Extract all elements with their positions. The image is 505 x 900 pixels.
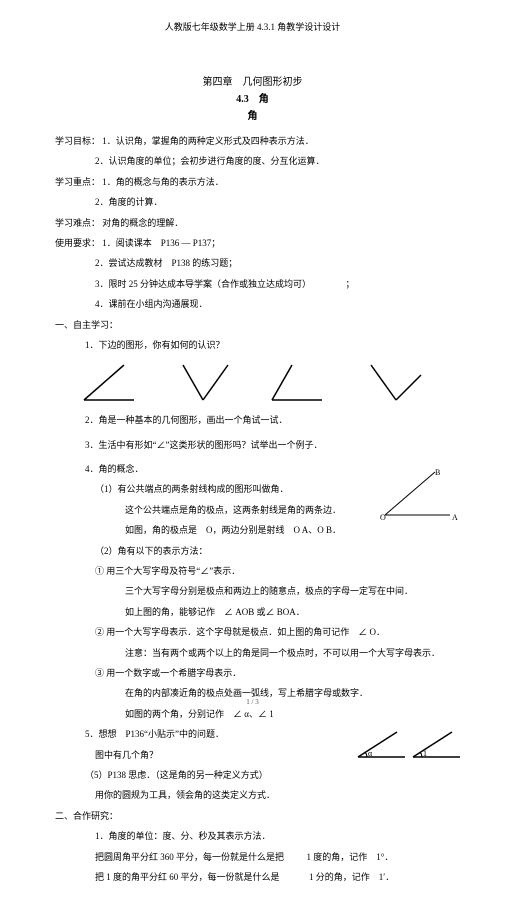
q4-1b: 如图，角的极点是 O，两边分别是射线 O A、O B．	[125, 523, 450, 537]
part2-title: 二、合作研究：	[55, 809, 450, 823]
goal-1: 1．认识角，掌握角的两种定义形式及四种表示方法．	[102, 136, 314, 146]
req-3b: ；	[346, 279, 355, 289]
goals-label: 学习目标：	[55, 136, 100, 146]
req-2: 2．尝试达成教材 P138 的练习题；	[95, 256, 450, 270]
angle-figure-1	[79, 360, 144, 405]
q2-1b: 把 1 度的角平分红 60 平分，每一份就是什么是	[95, 872, 280, 882]
q2-1: 1．角度的单位：度、分、秒及其表示方法．	[95, 829, 450, 843]
q4-2b: 三个大写字母分别是极点和两边上的随意点，极点的字母一定写在中间．	[125, 584, 450, 598]
label-1: 1	[423, 749, 427, 758]
q2-1b-row: 把 1 度的角平分红 60 平分，每一份就是什么是 1 分的角，记作 1′．	[95, 870, 450, 884]
q4-2a: ① 用三个大写字母及符号“∠”表示．	[95, 564, 450, 578]
keypoints-label: 学习重点：	[55, 177, 100, 187]
req-3a: 3．限时 25 分钟达成本导学案（合作或独立达成均可）	[95, 279, 311, 289]
requirements-label: 使用要求：	[55, 238, 100, 248]
section-title: 4.3 角	[55, 90, 450, 105]
q2: 2．角是一种基本的几何图形，画出一个角试一试．	[85, 413, 450, 427]
angle-oab-diagram: O A B	[375, 467, 460, 522]
part1-title: 一、自主学习：	[55, 318, 450, 332]
req-3: 3．限时 25 分钟达成本导学案（合作或独立达成均可） ；	[95, 277, 450, 291]
q2-1a-end: 1 度的角，记作 1°．	[307, 852, 394, 862]
label-a: A	[452, 513, 458, 522]
angle-figure-2	[173, 360, 238, 405]
goal-2: 2．认识角度的单位；会初步进行角度的度、分互化运算．	[95, 154, 450, 168]
document-header: 人教版七年级数学上册 4.3.1 角教学设计设计	[55, 20, 450, 33]
goals-row: 学习目标： 1．认识角，掌握角的两种定义形式及四种表示方法．	[55, 134, 450, 148]
difficulty-text: 对角的概念的理解．	[102, 218, 183, 228]
keypoint-2: 2．角度的计算．	[95, 195, 450, 209]
keypoints-row: 学习重点： 1．角的概念与角的表示方法．	[55, 175, 450, 189]
angle-alpha-diagram: α	[355, 729, 410, 761]
q1: 1．下边的图形，你有如何的认识？	[85, 338, 450, 352]
angles-diagram-row	[55, 360, 450, 405]
q4-2f: ③ 用一个数字或一个希腊字母表示．	[95, 666, 450, 680]
req-4: 4．课前在小组内沟通展现．	[95, 297, 450, 311]
keypoint-1: 1．角的概念与角的表示方法．	[102, 177, 224, 187]
q4-2e: 注意：当有两个或两个以上的角是同一个极点时，不可以用一个大写字母表示．	[125, 646, 450, 660]
q4-2c: 如上图的角，能够记作 ∠ AOB 或∠ BOA．	[125, 605, 450, 619]
label-b: B	[435, 468, 440, 477]
q5-paren: （5）P138 思虑．（这是角的另一种定义方式）	[85, 768, 450, 782]
difficulty-row: 学习难点： 对角的概念的理解．	[55, 216, 450, 230]
q2-1b-end: 1 分的角，记作 1′．	[309, 872, 394, 882]
angle-1-diagram: 1	[410, 729, 465, 761]
label-o: O	[380, 513, 386, 522]
page-footer: 1 / 3	[0, 698, 505, 706]
q3: 3．生活中有形如“∠”这类形状的图形吗？试举出一个例子．	[85, 438, 450, 452]
q2-1a-row: 把圆周角平分红 360 平分，每一份就是什么是把 1 度的角，记作 1°．	[95, 850, 450, 864]
angle-figure-3	[267, 360, 332, 405]
requirements-row: 使用要求： 1．阅读课本 P136 — P137；	[55, 236, 450, 250]
q4-2d: ② 用一个大写字母表示．这个字母就是极点．如上图的角可记作 ∠ O．	[95, 625, 450, 639]
q2-1a: 把圆周角平分红 360 平分，每一份就是什么是把	[95, 852, 284, 862]
difficulty-label: 学习难点：	[55, 218, 100, 228]
q4-2: （2）角有以下的表示方法：	[95, 544, 450, 558]
angle-figure-4	[361, 360, 426, 405]
subtitle: 角	[55, 107, 450, 122]
q5b: 用你的圆规为工具，领会角的这类定义方式．	[95, 788, 450, 802]
chapter-title: 第四章 几何图形初步	[55, 73, 450, 88]
req-1: 1．阅读课本 P136 — P137；	[102, 238, 220, 248]
